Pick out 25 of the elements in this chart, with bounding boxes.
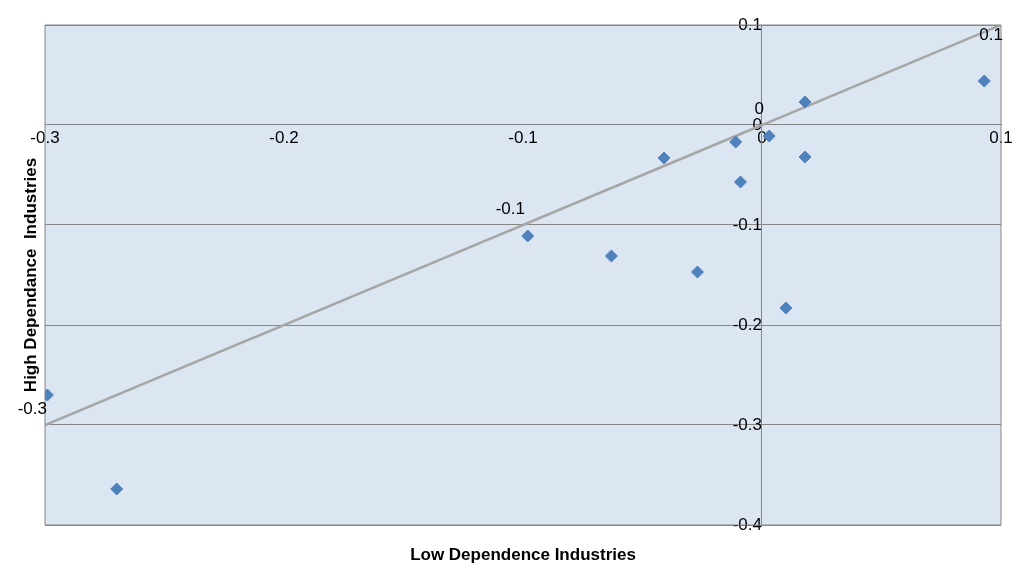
point bbox=[690, 265, 704, 279]
x-tick-label: -0.3 bbox=[30, 127, 60, 147]
x-tick-label: -0.2 bbox=[269, 127, 299, 147]
point bbox=[798, 95, 812, 109]
y-tick-label: -0.2 bbox=[732, 314, 762, 334]
point bbox=[657, 151, 671, 165]
x-tick-label: -0.1 bbox=[508, 127, 538, 147]
data-label: -0.3 bbox=[17, 399, 47, 419]
point bbox=[604, 249, 618, 263]
point bbox=[729, 135, 743, 149]
data-label: -0.1 bbox=[495, 199, 525, 219]
y-tick-label: -0.4 bbox=[732, 514, 762, 534]
y-tick-label: -0.3 bbox=[732, 414, 762, 434]
point bbox=[521, 229, 535, 243]
point bbox=[733, 175, 747, 189]
x-axis-title: Low Dependence Industries bbox=[410, 544, 636, 564]
x-tick-label: 0.1 bbox=[989, 127, 1013, 147]
y-tick-label: 0.1 bbox=[738, 14, 762, 34]
point bbox=[798, 150, 812, 164]
point bbox=[779, 301, 793, 315]
y-tick-label: -0.1 bbox=[732, 214, 762, 234]
point bbox=[977, 74, 991, 88]
y-axis-title: High Dependance Industries bbox=[20, 157, 40, 393]
point bbox=[110, 482, 124, 496]
data-label: 0.1 bbox=[979, 25, 1003, 45]
